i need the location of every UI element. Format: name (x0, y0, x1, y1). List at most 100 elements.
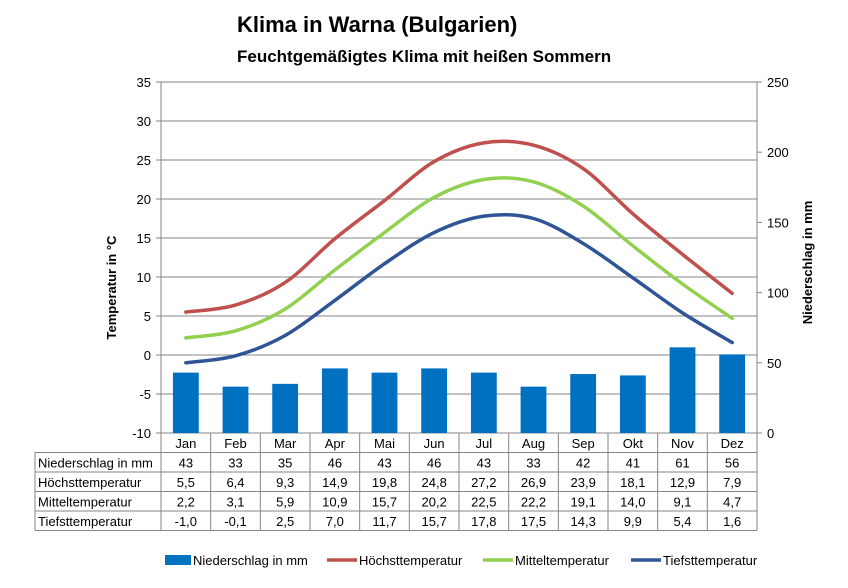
data-label: 19,8 (372, 475, 397, 490)
legend-entry: Tiefsttemperatur (663, 553, 758, 568)
data-label: 22,2 (521, 495, 546, 510)
precip-bar (222, 386, 249, 433)
max-temp-line (184, 139, 734, 314)
min-temp-line (184, 212, 734, 365)
data-label: 14,0 (620, 495, 645, 510)
left-tick-label: 5 (144, 309, 151, 324)
data-label: 41 (626, 456, 640, 471)
precip-bar (470, 372, 497, 433)
right-tick-label: 0 (767, 426, 774, 441)
right-tick-label: 200 (767, 145, 789, 160)
data-label: 12,9 (670, 475, 695, 490)
data-label: -0,1 (224, 514, 246, 529)
data-label: 46 (328, 456, 342, 471)
precip-bar (321, 368, 348, 433)
month-label: Okt (623, 436, 644, 451)
right-tick-label: 250 (767, 75, 789, 90)
plot-frame (160, 81, 758, 434)
mean-temp-line (184, 176, 734, 340)
precip-bar (421, 368, 448, 433)
data-label: 19,1 (571, 495, 596, 510)
data-label: 33 (526, 456, 540, 471)
data-label: 7,0 (326, 514, 344, 529)
left-tick-label: 10 (137, 270, 151, 285)
month-label: Jan (175, 436, 196, 451)
min-temp-row-name: Tiefsttemperatur (38, 514, 133, 529)
data-label: 18,1 (620, 475, 645, 490)
data-label: 11,7 (372, 514, 396, 529)
data-label: 7,9 (723, 475, 741, 490)
left-tick-label: 30 (137, 114, 151, 129)
precip-bar (272, 383, 299, 433)
chart-title: Klima in Warna (Bulgarien) (237, 12, 517, 37)
month-label: Mar (274, 436, 297, 451)
max-temp-row-name: Höchsttemperatur (38, 475, 142, 490)
mean-temp-row-name: Mitteltemperatur (38, 495, 133, 510)
data-label: 6,4 (226, 475, 244, 490)
data-label: 4,7 (723, 495, 741, 510)
data-label: 2,2 (177, 495, 195, 510)
month-label: Mai (374, 436, 395, 451)
month-label: Aug (522, 436, 545, 451)
data-label: -1,0 (175, 514, 197, 529)
data-label: 46 (427, 456, 441, 471)
legend: Niederschlag in mm Höchsttemperatur Mittel… (165, 553, 758, 568)
month-label: Feb (224, 436, 246, 451)
plot-area: -10 -5 0 5 10 15 20 25 30 35 0 50 100 150 200 250 Temper… (104, 75, 815, 441)
data-label: 17,5 (521, 514, 546, 529)
month-label: Nov (671, 436, 695, 451)
month-label: Dez (721, 436, 744, 451)
data-label: 33 (228, 456, 242, 471)
month-label: Apr (325, 436, 346, 451)
data-label: 26,9 (521, 475, 546, 490)
precip-bar (570, 374, 597, 433)
data-label: 43 (179, 456, 193, 471)
data-label: 9,9 (624, 514, 642, 529)
left-tick-label: 35 (137, 75, 151, 90)
data-label: 43 (477, 456, 491, 471)
legend-swatch-bar (165, 555, 191, 565)
month-label: Jul (476, 436, 493, 451)
data-label: 27,2 (471, 475, 496, 490)
precip-row-name: Niederschlag in mm (38, 456, 153, 471)
data-label: 22,5 (471, 495, 496, 510)
data-label: 10,9 (322, 495, 347, 510)
data-label: 42 (576, 456, 590, 471)
legend-entry: Höchsttemperatur (359, 553, 463, 568)
precip-bar (619, 375, 646, 433)
left-tick-label: 15 (137, 231, 151, 246)
data-label: 15,7 (422, 514, 447, 529)
legend-entry: Niederschlag in mm (193, 553, 308, 568)
y-axis-label-right: Niederschlag in mm (800, 201, 815, 325)
left-tick-label: -5 (139, 387, 151, 402)
precip-bar (669, 347, 696, 433)
data-label: 24,8 (422, 475, 447, 490)
data-label: 61 (675, 456, 689, 471)
right-tick-label: 150 (767, 215, 789, 230)
left-tick-label: 20 (137, 192, 151, 207)
precip-bar (520, 386, 547, 433)
data-label: 35 (278, 456, 292, 471)
data-label: 56 (725, 456, 739, 471)
data-label: 17,8 (471, 514, 496, 529)
precip-bar (371, 372, 398, 433)
data-label: 1,6 (723, 514, 741, 529)
data-label: 20,2 (422, 495, 447, 510)
y-axis-label-left: Temperatur in °C (104, 235, 119, 340)
data-label: 23,9 (571, 475, 596, 490)
data-label: 14,9 (322, 475, 347, 490)
month-label: Jun (424, 436, 445, 451)
data-label: 14,3 (571, 514, 596, 529)
precip-bar (172, 372, 199, 433)
data-label: 2,5 (276, 514, 294, 529)
left-tick-label: 25 (137, 153, 151, 168)
data-label: 15,7 (372, 495, 397, 510)
legend-entry: Mitteltemperatur (515, 553, 610, 568)
precip-bar (719, 354, 746, 433)
data-label: 9,1 (673, 495, 691, 510)
right-tick-label: 50 (767, 356, 781, 371)
data-label: 9,3 (276, 475, 294, 490)
data-label: 5,9 (276, 495, 294, 510)
data-label: 3,1 (226, 495, 244, 510)
